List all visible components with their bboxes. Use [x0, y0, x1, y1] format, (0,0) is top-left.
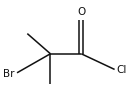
Text: Cl: Cl [116, 65, 127, 75]
Text: Br: Br [3, 69, 14, 80]
Text: O: O [77, 7, 85, 17]
